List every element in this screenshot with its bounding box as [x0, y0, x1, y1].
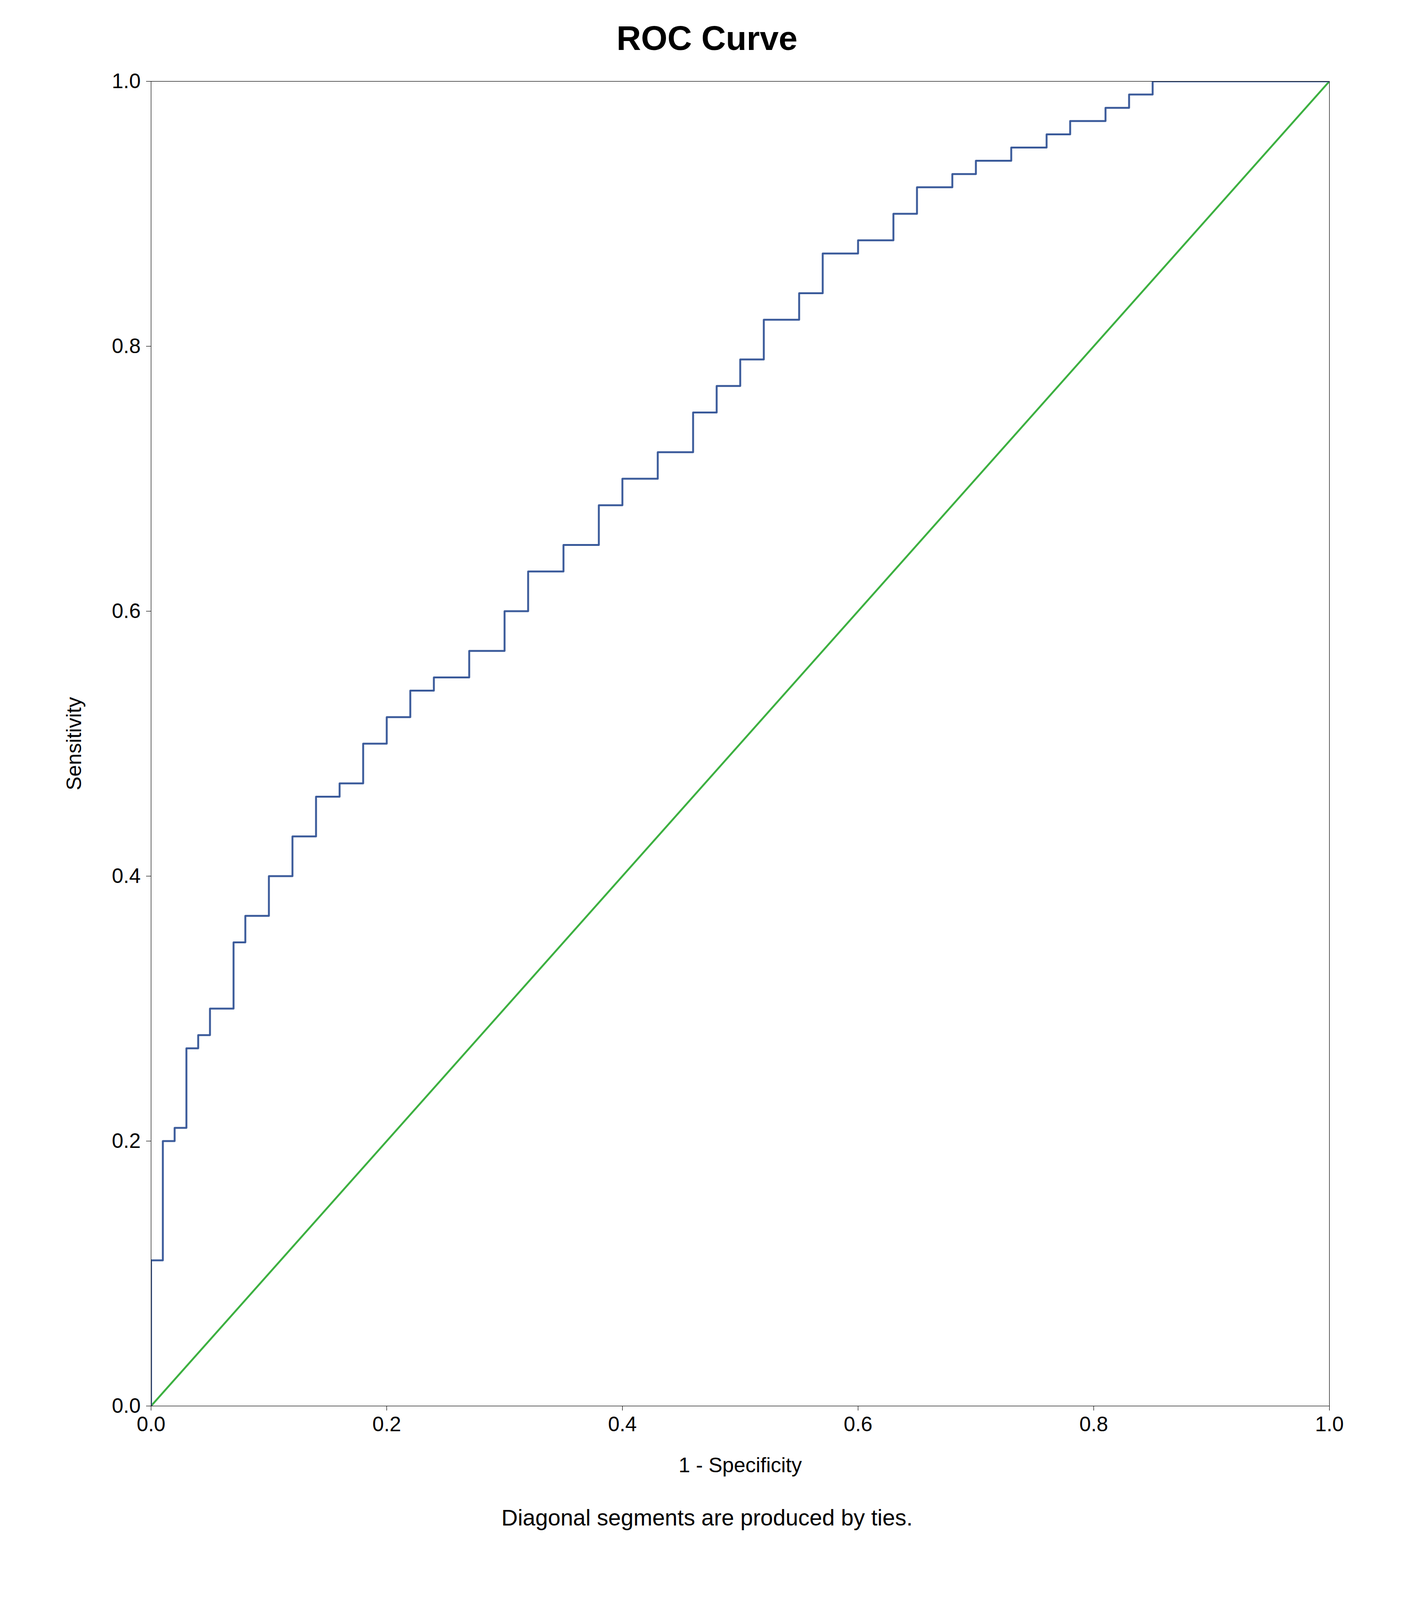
svg-text:Sensitivity: Sensitivity: [62, 696, 86, 790]
svg-text:0.6: 0.6: [843, 1412, 873, 1436]
svg-text:0.2: 0.2: [372, 1412, 402, 1436]
svg-text:1.0: 1.0: [1315, 1412, 1344, 1436]
svg-text:0.4: 0.4: [608, 1412, 637, 1436]
svg-text:1.0: 1.0: [111, 69, 141, 93]
svg-text:0.0: 0.0: [111, 1393, 141, 1417]
svg-text:0.8: 0.8: [1079, 1412, 1109, 1436]
svg-text:0.8: 0.8: [111, 334, 141, 358]
html-text:Diagonal segments are produced: Diagonal segments are produced by ties.: [501, 1504, 913, 1530]
svg-text:0.6: 0.6: [111, 599, 141, 623]
html-text:ROC Curve: ROC Curve: [616, 19, 798, 58]
svg-text:0.0: 0.0: [136, 1412, 166, 1436]
svg-text:0.2: 0.2: [111, 1128, 141, 1152]
svg-text:0.4: 0.4: [111, 863, 141, 888]
svg-text:1 - Specificity: 1 - Specificity: [678, 1453, 803, 1477]
